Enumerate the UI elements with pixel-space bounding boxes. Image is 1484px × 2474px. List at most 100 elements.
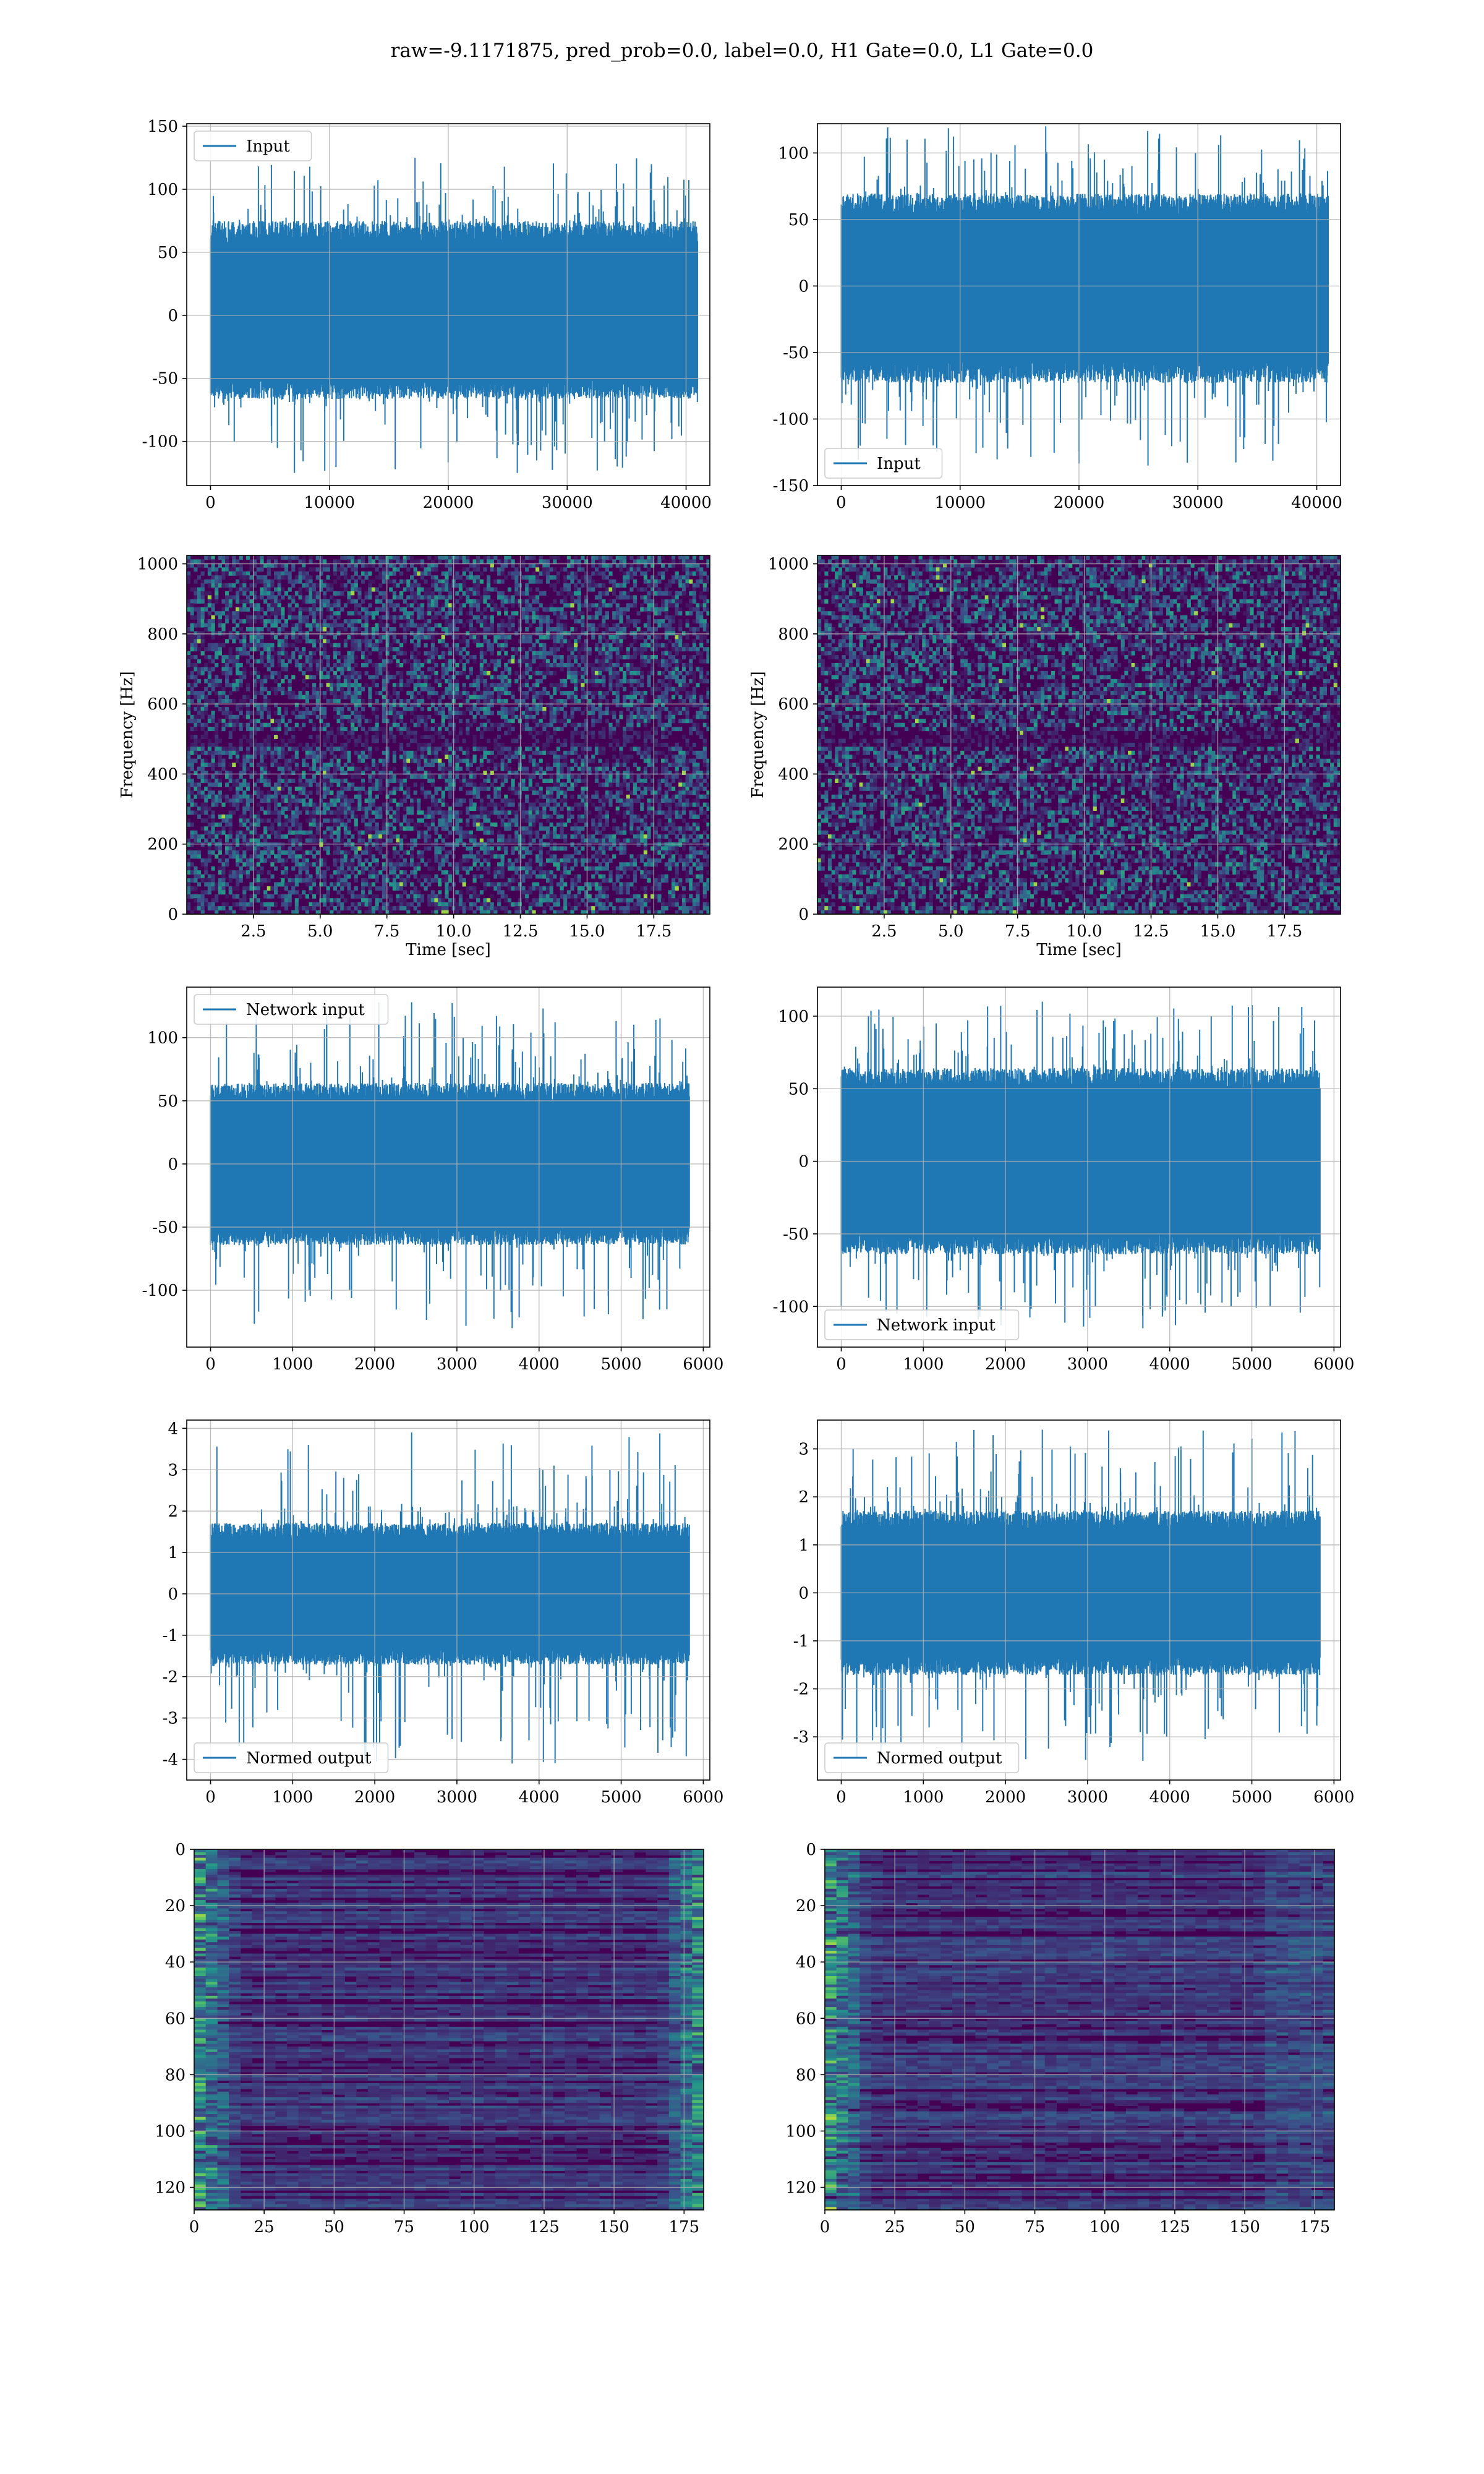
- feature-map-l1-heatmap-cells: [825, 1849, 1335, 2211]
- feature-map-l1-y-tick-label: 100: [785, 2122, 816, 2141]
- normed-output-l1-legend-label: Normed output: [877, 1749, 1002, 1768]
- network-input-l1-x-tick-label: 1000: [903, 1355, 944, 1374]
- feature-map-l1-x-tick-label: 125: [1159, 2218, 1190, 2236]
- network-input-l1-plot-area: [840, 1001, 1321, 1329]
- spectrogram-h1-x-tick-label: 5.0: [307, 922, 333, 941]
- feature-map-l1-y-tick-label: 40: [796, 1953, 816, 1972]
- spectrogram-l1-y-tick-label: 800: [778, 625, 809, 644]
- network-input-h1-legend-box: [194, 994, 389, 1025]
- input-l1-y-tick-label: -100: [773, 410, 809, 429]
- input-h1-x-tick-label: 10000: [304, 494, 355, 512]
- network-input-h1-plot-area: [210, 1002, 690, 1329]
- spectrogram-h1-y-tick-label: 600: [147, 695, 178, 714]
- input-l1-legend-label: Input: [877, 455, 921, 473]
- feature-map-h1-x-tick-label: 175: [668, 2218, 699, 2236]
- normed-output-h1-x-tick-label: 0: [205, 1788, 216, 1807]
- normed-output-l1-x-tick-label: 2000: [985, 1788, 1026, 1807]
- normed-output-l1-ticks: 0 1000 2000 3000 4000 5000 6000 -3 -2 -1 0 1 2 3: [793, 1440, 1355, 1807]
- feature-map-h1-y-tick-label: 60: [165, 2010, 186, 2028]
- network-input-l1-series-line: [840, 1001, 1321, 1329]
- network-input-l1-grid: [817, 987, 1341, 1347]
- network-input-h1-grid: [187, 987, 710, 1347]
- network-input-l1-x-tick-label: 6000: [1313, 1355, 1354, 1374]
- feature-map-h1-y-tick-label: 120: [155, 2179, 186, 2198]
- spectrogram-l1-axes-frame: [817, 555, 1341, 915]
- normed-output-l1-axes-frame: [817, 1419, 1341, 1781]
- spectrogram-h1-y-tick-label: 400: [147, 765, 178, 784]
- spectrogram-h1-y-axis-label: Frequency [Hz]: [118, 671, 137, 798]
- network-input-l1-legend: Network input: [824, 1309, 1020, 1340]
- network-input-l1-x-tick-label: 2000: [985, 1355, 1026, 1374]
- spectrogram-l1-heatmap-cells: [817, 555, 1341, 915]
- feature-map-l1-y-tick-label: 80: [796, 2066, 816, 2084]
- network-input-l1-x-tick-label: 5000: [1231, 1355, 1272, 1374]
- network-input-l1-legend-box: [824, 1309, 1020, 1340]
- feature-map-h1-y-tick-label: 20: [165, 1897, 186, 1915]
- input-l1-x-tick-label: 20000: [1054, 494, 1105, 512]
- input-h1-x-tick-label: 20000: [423, 494, 474, 512]
- normed-output-h1-x-tick-label: 4000: [519, 1788, 560, 1807]
- spectrogram-l1-grid: [817, 555, 1341, 915]
- input-l1-legend: Input: [824, 448, 943, 479]
- spectrogram-h1-x-tick-label: 17.5: [636, 922, 672, 941]
- spectrogram-h1-panel: 2.5 5.0 7.5 10.0 12.5 15.0 17.5 0 200 400 600 800 10…: [118, 555, 710, 959]
- network-input-h1-y-tick-label: -100: [142, 1282, 178, 1300]
- normed-output-h1-series-line: [210, 1432, 690, 1764]
- input-l1-ticks: 0 10000 20000 30000 40000 -150 -100 -50 0 50 100: [773, 144, 1342, 512]
- feature-map-l1-y-tick-label: 120: [785, 2179, 816, 2198]
- network-input-l1-y-tick-label: -50: [783, 1225, 809, 1244]
- normed-output-l1-grid: [817, 1420, 1341, 1780]
- input-h1-plot-area: [210, 158, 698, 473]
- spectrogram-h1-axes-frame: [186, 555, 710, 915]
- feature-map-l1-axes-frame: [824, 1849, 1335, 2211]
- input-h1-ticks: 0 10000 20000 30000 40000 -100 -50 0 50 100 150: [142, 118, 712, 512]
- input-h1-grid: [187, 124, 710, 486]
- input-l1-y-tick-label: -50: [783, 344, 809, 362]
- input-l1-panel: 0 10000 20000 30000 40000 -150 -100 -50 0 50 100 In…: [773, 123, 1342, 512]
- normed-output-l1-y-tick-label: 2: [798, 1488, 809, 1507]
- feature-map-h1-x-tick-label: 100: [459, 2218, 490, 2236]
- normed-output-h1-ticks: 0 1000 2000 3000 4000 5000 6000 -4 -3 -2 -1 0 1 2 3 4: [163, 1419, 724, 1807]
- spectrogram-l1-y-tick-label: 1000: [768, 555, 809, 574]
- feature-map-h1-x-tick-label: 125: [529, 2218, 560, 2236]
- network-input-h1-y-tick-label: 50: [158, 1092, 178, 1111]
- feature-map-l1-x-tick-label: 0: [820, 2218, 830, 2236]
- normed-output-h1-x-tick-label: 6000: [683, 1788, 723, 1807]
- input-l1-y-tick-label: 100: [778, 144, 809, 163]
- spectrogram-h1-y-tick-label: 1000: [137, 555, 178, 574]
- network-input-l1-x-tick-label: 4000: [1149, 1355, 1190, 1374]
- network-input-h1-x-tick-label: 6000: [683, 1355, 723, 1374]
- feature-map-h1-panel: 0 25 50 75 100 125 150 175 0 20 40 60 80 100 120: [155, 1841, 704, 2236]
- feature-map-h1-y-tick-label: 40: [165, 1953, 186, 1972]
- feature-map-h1-x-tick-label: 150: [599, 2218, 629, 2236]
- feature-map-l1-panel: 0 25 50 75 100 125 150 175 0 20 40 60 80 100 120: [785, 1841, 1335, 2236]
- network-input-h1-y-tick-label: 0: [168, 1155, 178, 1174]
- network-input-h1-panel: 0 1000 2000 3000 4000 5000 6000 -100 -50 0 50 100 Ne…: [142, 987, 723, 1374]
- feature-map-l1-x-tick-label: 100: [1090, 2218, 1120, 2236]
- input-l1-y-tick-label: 50: [788, 211, 809, 229]
- feature-map-h1-y-tick-label: 0: [175, 1841, 186, 1859]
- feature-map-h1-x-tick-label: 50: [324, 2218, 344, 2236]
- input-h1-y-tick-label: -100: [142, 433, 178, 452]
- input-h1-x-tick-label: 30000: [542, 494, 593, 512]
- input-h1-y-tick-label: 0: [168, 307, 178, 325]
- spectrogram-l1-x-tick-label: 7.5: [1005, 922, 1030, 941]
- figure-title: raw=-9.1171875, pred_prob=0.0, label=0.0…: [0, 40, 1484, 62]
- network-input-l1-y-tick-label: 0: [798, 1153, 809, 1171]
- normed-output-l1-x-tick-label: 1000: [903, 1788, 944, 1807]
- spectrogram-l1-x-tick-label: 17.5: [1266, 922, 1302, 941]
- feature-map-l1-x-tick-label: 25: [885, 2218, 905, 2236]
- network-input-l1-x-tick-label: 3000: [1067, 1355, 1108, 1374]
- spectrogram-h1-x-tick-label: 7.5: [374, 922, 399, 941]
- input-l1-x-tick-label: 30000: [1172, 494, 1224, 512]
- normed-output-l1-y-tick-label: 1: [798, 1536, 809, 1555]
- feature-map-l1-ticks: 0 25 50 75 100 125 150 175 0 20 40 60 80 100 120: [785, 1841, 1330, 2236]
- normed-output-h1-y-tick-label: 2: [168, 1502, 178, 1521]
- normed-output-h1-y-tick-label: 3: [168, 1461, 178, 1479]
- normed-output-h1-legend-box: [194, 1742, 389, 1773]
- normed-output-l1-x-tick-label: 4000: [1149, 1788, 1190, 1807]
- network-input-l1-axes-frame: [817, 987, 1341, 1348]
- feature-map-h1-x-tick-label: 25: [254, 2218, 275, 2236]
- spectrogram-h1-y-tick-label: 800: [147, 625, 178, 644]
- spectrogram-h1-grid: [187, 555, 710, 915]
